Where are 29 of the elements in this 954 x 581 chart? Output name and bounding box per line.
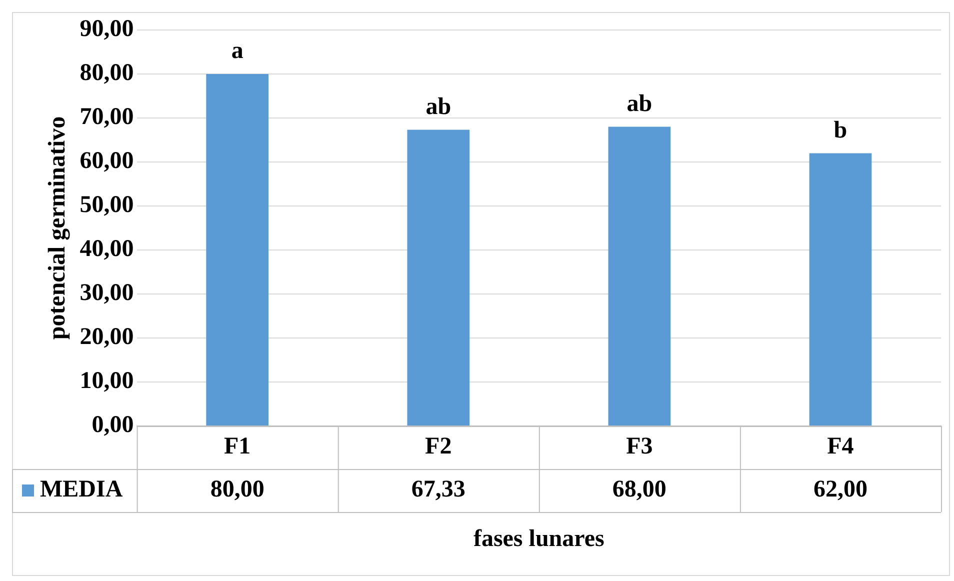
y-tick-label: 60,00 [80,148,134,174]
legend-label: MEDIA [40,476,124,503]
y-axis-title: potencial germinativo [44,116,71,340]
x-tick-label: F4 [827,434,854,460]
annotation: ab [426,94,452,120]
y-tick-label: 0,00 [92,412,134,438]
annotation: ab [626,91,652,118]
y-tick-label: 20,00 [80,324,134,350]
y-tick-label: 80,00 [80,60,134,86]
x-axis-title: fases lunares [473,526,604,552]
bar [608,126,671,426]
data-label: 67,33 [411,476,466,503]
y-tick-label: 90,00 [80,16,134,42]
y-tick-label: 70,00 [80,104,134,130]
data-label: 62,00 [813,476,868,503]
bar [206,74,268,426]
y-tick-label: 30,00 [80,280,134,306]
x-tick-label: F1 [224,434,251,460]
x-tick-label: F3 [626,434,653,460]
data-label: 68,00 [612,476,666,503]
bar [809,153,872,426]
data-label: 80,00 [210,476,264,503]
y-tick-label: 50,00 [80,192,134,218]
bar [407,130,470,426]
y-tick-label: 40,00 [80,236,134,262]
annotation: a [231,38,244,64]
y-tick-label: 10,00 [80,368,134,394]
x-tick-label: F2 [425,434,452,460]
annotation: b [834,117,848,144]
